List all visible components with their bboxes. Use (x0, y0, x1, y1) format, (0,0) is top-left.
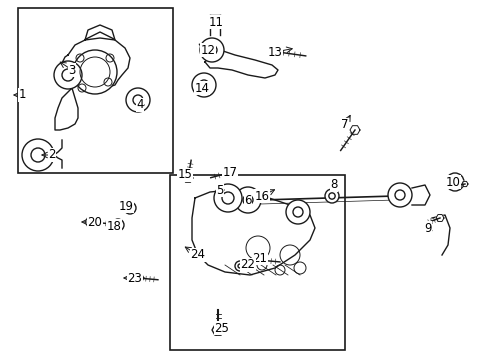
Polygon shape (62, 38, 130, 90)
Text: 2: 2 (48, 148, 56, 162)
Circle shape (388, 183, 412, 207)
Circle shape (325, 189, 339, 203)
Text: 13: 13 (268, 45, 282, 58)
Polygon shape (227, 168, 237, 176)
Text: 9: 9 (424, 221, 432, 234)
Polygon shape (192, 190, 315, 275)
Bar (18, 8, 173, 173)
Circle shape (54, 61, 82, 89)
Circle shape (126, 88, 150, 112)
Bar (170, 175, 345, 350)
Circle shape (112, 219, 124, 231)
Text: 15: 15 (177, 168, 193, 181)
Text: 23: 23 (127, 271, 143, 284)
Polygon shape (183, 174, 193, 182)
Text: 22: 22 (241, 258, 255, 271)
Polygon shape (85, 25, 115, 40)
Text: 10: 10 (445, 175, 461, 189)
Polygon shape (55, 88, 78, 130)
Text: 11: 11 (209, 15, 223, 28)
Text: 16: 16 (254, 189, 270, 202)
Polygon shape (212, 325, 224, 335)
Polygon shape (85, 218, 95, 226)
Circle shape (73, 50, 117, 94)
Circle shape (446, 173, 464, 191)
Text: 6: 6 (244, 194, 252, 207)
Text: 4: 4 (136, 99, 144, 112)
Text: 12: 12 (200, 44, 216, 57)
Polygon shape (350, 126, 360, 134)
Circle shape (22, 139, 54, 171)
Polygon shape (132, 273, 144, 283)
Circle shape (235, 187, 261, 213)
Text: 1: 1 (18, 89, 26, 102)
Polygon shape (462, 181, 468, 186)
Text: 20: 20 (88, 216, 102, 229)
Polygon shape (412, 185, 430, 205)
Circle shape (192, 73, 216, 97)
Circle shape (235, 261, 245, 271)
Polygon shape (436, 215, 444, 221)
Text: 24: 24 (191, 248, 205, 261)
Text: 14: 14 (195, 81, 210, 94)
Text: 25: 25 (215, 321, 229, 334)
Text: 7: 7 (341, 118, 349, 131)
Text: 3: 3 (68, 63, 75, 77)
Text: 18: 18 (106, 220, 122, 233)
Circle shape (124, 202, 136, 214)
Polygon shape (273, 48, 283, 56)
Text: 19: 19 (119, 199, 133, 212)
Text: 21: 21 (252, 252, 268, 265)
Circle shape (200, 38, 224, 62)
Text: 8: 8 (330, 179, 338, 192)
Polygon shape (205, 50, 278, 78)
Circle shape (286, 200, 310, 224)
Text: 17: 17 (222, 166, 238, 179)
Circle shape (214, 184, 242, 212)
Text: 5: 5 (216, 184, 224, 197)
Polygon shape (253, 256, 263, 264)
